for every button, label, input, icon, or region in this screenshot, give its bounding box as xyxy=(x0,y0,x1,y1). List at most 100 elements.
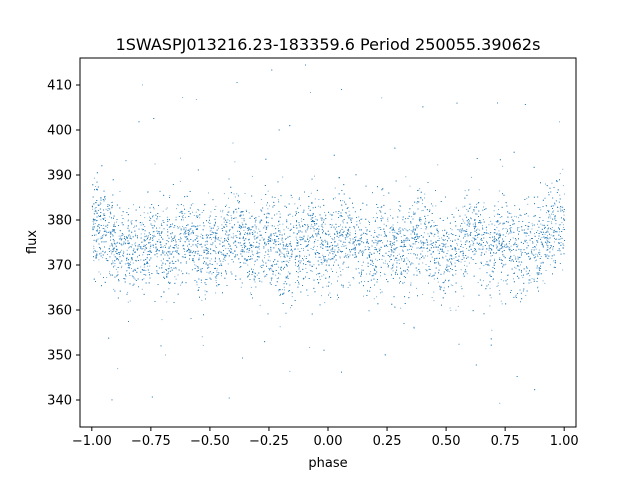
data-point xyxy=(127,267,129,269)
data-point xyxy=(209,226,211,228)
data-point xyxy=(333,251,334,252)
data-point xyxy=(94,208,96,210)
data-point xyxy=(450,228,452,229)
data-point xyxy=(131,220,133,221)
data-point xyxy=(493,246,494,248)
data-point xyxy=(240,286,242,288)
data-point xyxy=(466,273,468,275)
data-point xyxy=(331,238,333,239)
data-point xyxy=(317,240,319,241)
data-point xyxy=(307,295,309,296)
data-point xyxy=(227,219,229,221)
data-point xyxy=(173,263,175,264)
data-point xyxy=(198,210,200,211)
data-point xyxy=(322,254,324,256)
data-point xyxy=(296,238,298,240)
data-point xyxy=(399,263,400,264)
data-point xyxy=(220,252,222,253)
data-point xyxy=(102,257,104,259)
data-point xyxy=(136,219,137,221)
data-point xyxy=(215,280,217,281)
data-point xyxy=(214,224,216,226)
data-point xyxy=(347,253,349,255)
data-point xyxy=(123,252,125,254)
data-point xyxy=(298,230,300,232)
data-point xyxy=(106,277,108,278)
data-point xyxy=(117,271,119,273)
data-point xyxy=(234,245,236,246)
data-point xyxy=(516,216,517,218)
data-point xyxy=(97,238,99,240)
data-point xyxy=(297,272,299,274)
data-point xyxy=(551,258,553,260)
data-point xyxy=(309,261,311,263)
data-point xyxy=(99,204,101,205)
data-point xyxy=(190,228,192,230)
data-point xyxy=(271,269,273,271)
data-point xyxy=(287,260,289,262)
data-point xyxy=(300,260,302,262)
data-point xyxy=(100,273,102,275)
data-point xyxy=(380,207,382,209)
data-point xyxy=(509,251,511,253)
data-point xyxy=(423,232,425,234)
data-point xyxy=(455,309,457,311)
data-point xyxy=(228,207,230,208)
data-point xyxy=(527,203,529,205)
data-point xyxy=(404,228,406,229)
data-point xyxy=(228,197,229,199)
data-point xyxy=(184,213,186,215)
data-point xyxy=(322,223,323,225)
data-point xyxy=(273,225,275,227)
data-point xyxy=(548,221,550,222)
data-point xyxy=(194,264,196,266)
data-point xyxy=(310,192,312,194)
data-point xyxy=(153,234,155,236)
data-point xyxy=(126,249,128,251)
data-point xyxy=(126,270,128,271)
data-point xyxy=(168,267,170,269)
data-point xyxy=(460,240,462,242)
data-point xyxy=(176,204,178,205)
data-point xyxy=(539,231,541,233)
data-point xyxy=(183,205,185,207)
data-point xyxy=(471,212,473,214)
data-point xyxy=(563,227,565,228)
data-point xyxy=(449,271,451,273)
data-point xyxy=(246,251,248,253)
data-point xyxy=(521,254,522,256)
data-point xyxy=(223,193,225,195)
data-point xyxy=(177,274,179,276)
data-point xyxy=(392,263,394,265)
data-point xyxy=(313,214,314,216)
data-point xyxy=(383,255,385,257)
data-point xyxy=(445,255,447,257)
data-point xyxy=(216,263,218,265)
data-point xyxy=(192,203,194,205)
data-point xyxy=(100,236,102,238)
data-point xyxy=(451,264,453,266)
data-point xyxy=(491,245,493,246)
data-point xyxy=(437,249,439,251)
data-point xyxy=(150,237,152,239)
data-point xyxy=(562,206,564,208)
data-point xyxy=(554,204,556,206)
data-point xyxy=(460,269,462,271)
data-point xyxy=(269,235,271,237)
data-point xyxy=(483,202,485,204)
data-point xyxy=(543,225,545,227)
data-point xyxy=(269,205,270,207)
data-point xyxy=(405,229,407,231)
data-point xyxy=(379,210,381,211)
data-point xyxy=(297,242,298,243)
data-point xyxy=(562,269,564,271)
data-point xyxy=(445,239,446,241)
data-point xyxy=(419,188,421,190)
data-point xyxy=(272,239,274,241)
data-point xyxy=(437,281,439,283)
data-point xyxy=(469,222,471,224)
data-point xyxy=(200,282,202,283)
data-point xyxy=(153,208,155,210)
data-point xyxy=(279,230,281,232)
data-point xyxy=(446,266,448,268)
